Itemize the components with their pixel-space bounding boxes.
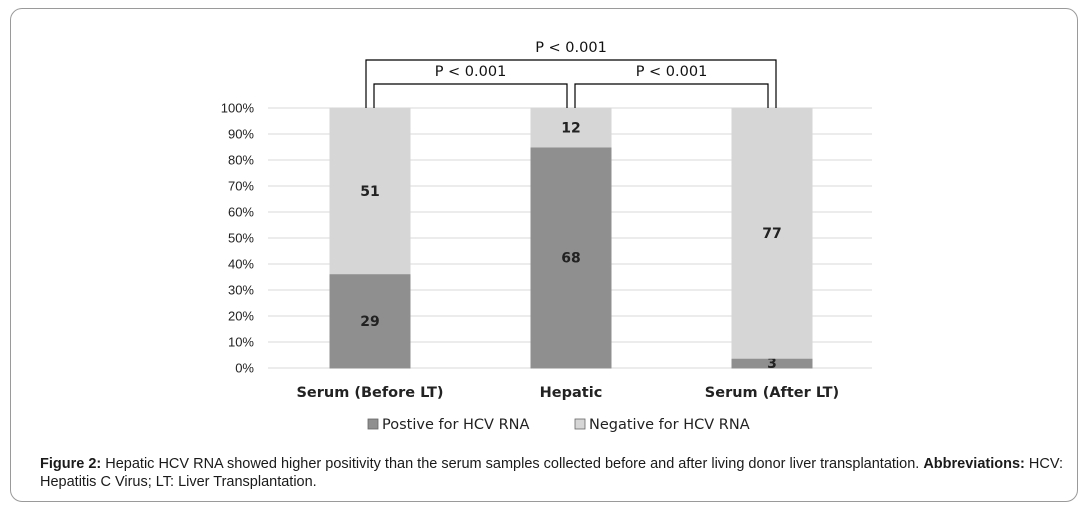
y-tick-label: 20% bbox=[228, 309, 254, 324]
y-tick-label: 10% bbox=[228, 335, 254, 350]
y-tick-label: 100% bbox=[221, 101, 255, 116]
caption-abbreviations-text: HCV: Hepatitis C Virus; LT: Liver Transp… bbox=[40, 456, 1063, 490]
legend-label: Postive for HCV RNA bbox=[382, 417, 530, 433]
stacked-bar-chart: 0% 10% 20% 30% 40% 50% 60% 70% 80% 90% 100% 29 51 Ser… bbox=[221, 40, 872, 433]
significance-label: P < 0.001 bbox=[535, 40, 607, 56]
data-label: 68 bbox=[561, 251, 580, 267]
y-tick-label: 90% bbox=[228, 127, 254, 142]
significance-bracket bbox=[373, 83, 568, 108]
legend-swatch bbox=[367, 418, 379, 430]
legend-label: Negative for HCV RNA bbox=[589, 417, 750, 433]
figure-caption: Figure 2: Hepatic HCV RNA showed higher … bbox=[40, 455, 1065, 491]
y-tick-label: 30% bbox=[228, 283, 254, 298]
y-tick-label: 80% bbox=[228, 153, 254, 168]
y-tick-label: 60% bbox=[228, 205, 254, 220]
bar-segment bbox=[329, 273, 411, 369]
x-category-label: Serum (After LT) bbox=[705, 385, 839, 401]
y-tick-label: 50% bbox=[228, 231, 254, 246]
legend-swatch bbox=[574, 418, 586, 430]
significance-bracket bbox=[574, 83, 769, 108]
data-label: 51 bbox=[360, 184, 379, 200]
x-category-label: Serum (Before LT) bbox=[296, 385, 443, 401]
x-category-label: Hepatic bbox=[540, 385, 603, 401]
y-tick-label: 0% bbox=[235, 361, 254, 376]
bar-segment bbox=[530, 146, 612, 369]
bar-segment bbox=[329, 107, 411, 275]
caption-text: Hepatic HCV RNA showed higher positivity… bbox=[101, 456, 924, 472]
bar-segment bbox=[731, 107, 813, 359]
significance-label: P < 0.001 bbox=[435, 64, 507, 80]
bar-segment bbox=[530, 107, 612, 148]
data-label: 12 bbox=[561, 121, 580, 137]
significance-label: P < 0.001 bbox=[636, 64, 708, 80]
significance-bracket bbox=[365, 59, 777, 108]
caption-figure-label: Figure 2: bbox=[40, 456, 102, 472]
data-label: 29 bbox=[360, 314, 379, 330]
data-label: 77 bbox=[762, 226, 781, 242]
y-tick-label: 40% bbox=[228, 257, 254, 272]
y-tick-label: 70% bbox=[228, 179, 254, 194]
caption-abbreviations-label: Abbreviations: bbox=[923, 456, 1025, 472]
data-label: 3 bbox=[767, 356, 777, 372]
